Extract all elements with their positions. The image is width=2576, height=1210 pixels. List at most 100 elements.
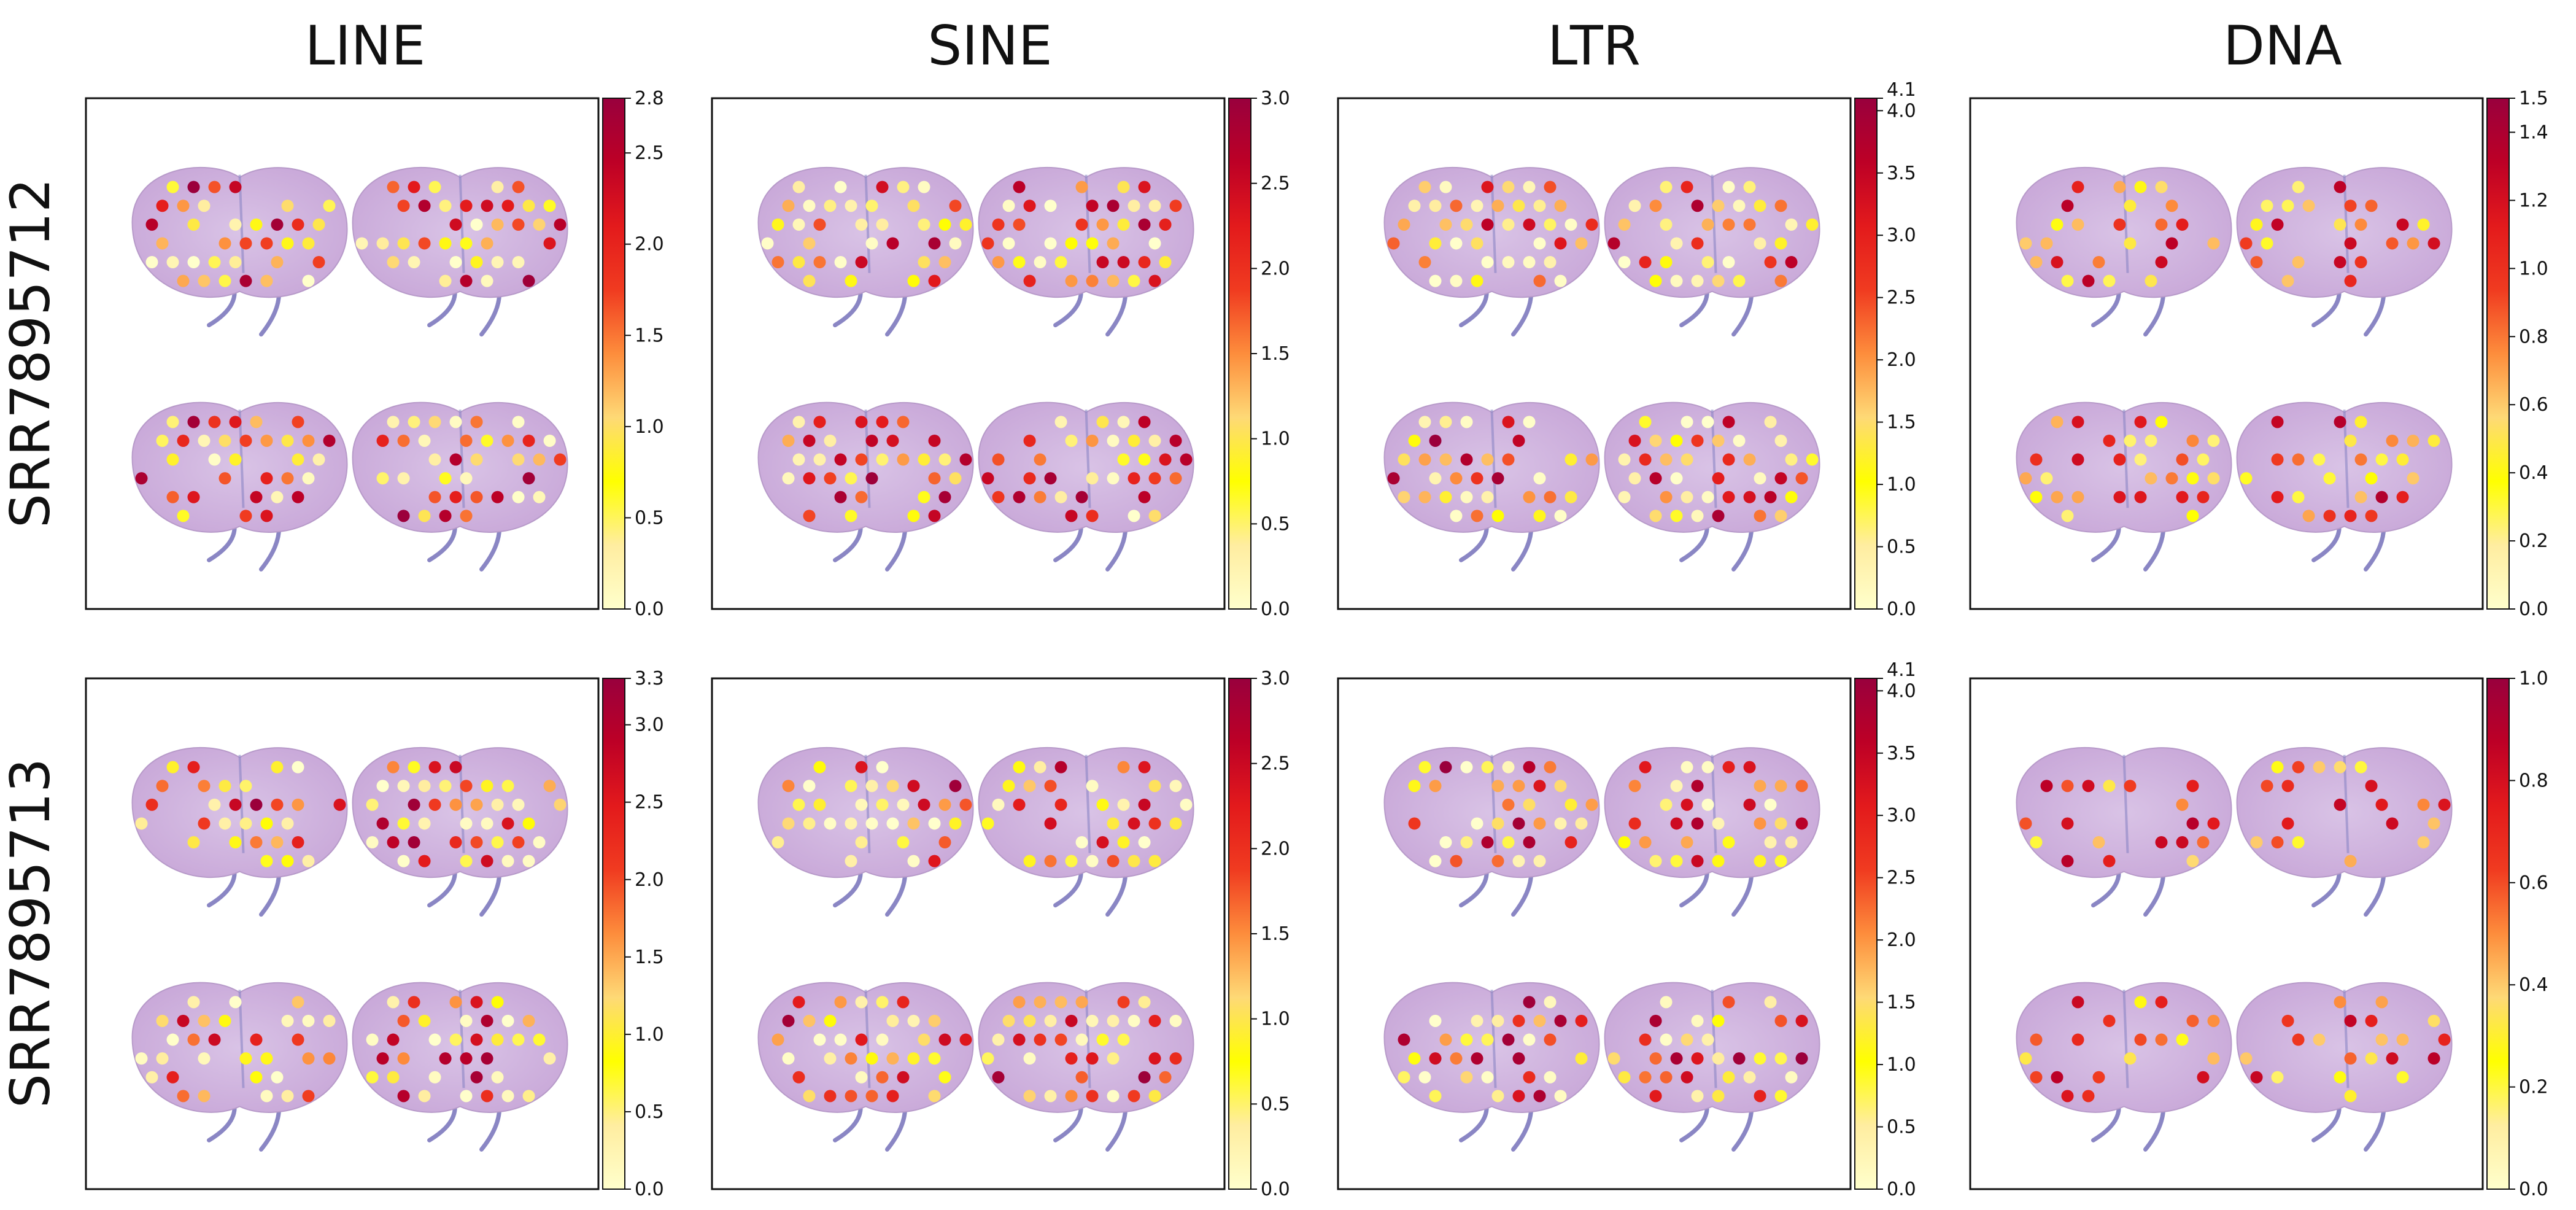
expression-spot	[470, 416, 483, 429]
expression-spot	[2051, 416, 2064, 429]
expression-spot	[1086, 472, 1099, 485]
expression-spot	[177, 510, 190, 522]
expression-spot	[907, 1014, 920, 1027]
expression-spot	[1502, 836, 1515, 849]
expression-spot	[782, 434, 795, 447]
expression-spot	[1107, 817, 1120, 830]
expression-spot	[1148, 855, 1161, 867]
expression-spot	[2103, 1014, 2116, 1027]
expression-spot	[2240, 1052, 2253, 1065]
expression-spot	[1712, 200, 1725, 212]
expression-spot	[1481, 491, 1494, 503]
expression-spot	[1044, 472, 1057, 485]
expression-spot	[1722, 256, 1735, 269]
expression-spot	[1691, 780, 1704, 793]
expression-spot	[2124, 200, 2137, 212]
expression-spot	[418, 855, 431, 867]
central-fissure	[458, 990, 465, 1088]
expression-spot	[250, 798, 263, 811]
expression-spot	[824, 200, 837, 212]
expression-spot	[229, 996, 242, 1009]
colorbar-tick-label: 1.0	[1261, 429, 1290, 450]
expression-spot	[1460, 761, 1473, 774]
central-fissure	[238, 409, 245, 508]
colorbar-tick-label: 3.5	[1887, 163, 1916, 184]
expression-spot	[897, 1071, 910, 1084]
expression-spot	[166, 1033, 179, 1046]
expression-spot	[2417, 218, 2430, 231]
expression-spot	[460, 1052, 473, 1065]
expression-spot	[1774, 274, 1787, 287]
colorbar: 0.0 0.5 1.0 1.5 2.0 2.5 3.0 3.5 4.04.1	[1854, 659, 1916, 1200]
expression-spot	[2113, 453, 2126, 466]
expression-spot	[460, 274, 473, 287]
expression-spot	[250, 1033, 263, 1046]
expression-spot	[1712, 1014, 1725, 1027]
expression-spot	[397, 855, 410, 867]
expression-spot	[2313, 761, 2326, 774]
expression-spot	[959, 453, 972, 466]
expression-spot	[876, 798, 889, 811]
expression-spot	[376, 780, 389, 793]
expression-spot	[1127, 510, 1140, 522]
expression-spot	[1585, 798, 1598, 811]
expression-spot	[1554, 1090, 1567, 1103]
expression-spot	[992, 218, 1005, 231]
expression-spot	[1618, 491, 1631, 503]
expression-spot	[1795, 1014, 1808, 1027]
expression-spot	[1795, 472, 1808, 485]
central-fissure	[1490, 409, 1497, 508]
expression-spot	[408, 180, 420, 193]
expression-spot	[865, 472, 878, 485]
expression-spot	[2271, 218, 2284, 231]
expression-spot	[2103, 434, 2116, 447]
expression-spot	[501, 817, 514, 830]
colorbar-tick-label: 0.2	[2519, 530, 2548, 552]
expression-spot	[876, 996, 889, 1009]
expression-spot	[1607, 1052, 1620, 1065]
expression-spot	[2155, 836, 2168, 849]
expression-spot	[1013, 256, 1026, 269]
expression-spot	[834, 453, 847, 466]
spot-group	[2240, 180, 2440, 287]
expression-spot	[208, 256, 221, 269]
spot-group	[135, 416, 336, 522]
expression-spot	[1649, 200, 1662, 212]
expression-spot	[1502, 453, 1515, 466]
expression-spot	[1764, 256, 1777, 269]
expression-spot	[491, 256, 504, 269]
expression-spot	[2040, 237, 2053, 250]
expression-spot	[1565, 453, 1577, 466]
expression-spot	[302, 855, 315, 867]
expression-spot	[1034, 453, 1046, 466]
expression-spot	[2250, 1071, 2263, 1084]
expression-spot	[387, 180, 400, 193]
expression-spot	[1450, 237, 1463, 250]
expression-spot	[792, 996, 805, 1009]
expression-spot	[1743, 798, 1756, 811]
expression-spot	[198, 1014, 211, 1027]
panel-line-srr7895712: 0.0 0.5 1.0 1.5 2.0 2.5 2.8	[85, 88, 664, 620]
expression-spot	[449, 798, 462, 811]
expression-spot	[418, 237, 431, 250]
expression-spot	[1117, 453, 1130, 466]
expression-spot	[198, 200, 211, 212]
expression-spot	[2030, 491, 2043, 503]
panel-ltr-srr7895712: 0.0 0.5 1.0 1.5 2.0 2.5 3.0 3.5 4.04.1	[1337, 79, 1916, 620]
central-fissure	[1711, 990, 1717, 1088]
expression-spot	[187, 256, 200, 269]
expression-spot	[792, 416, 805, 429]
expression-spot	[1065, 1052, 1078, 1065]
tissue-body	[757, 747, 974, 878]
expression-spot	[2354, 453, 2367, 466]
expression-spot	[2197, 836, 2210, 849]
expression-spot	[2386, 1052, 2399, 1065]
spot-group	[2019, 180, 2220, 287]
expression-spot	[1670, 817, 1683, 830]
expression-spot	[1023, 472, 1036, 485]
colorbar-tick-label: 1.0	[635, 1024, 664, 1045]
expression-spot	[460, 200, 473, 212]
expression-spot	[782, 1052, 795, 1065]
expression-spot	[543, 780, 556, 793]
tissue-section	[131, 982, 348, 1152]
